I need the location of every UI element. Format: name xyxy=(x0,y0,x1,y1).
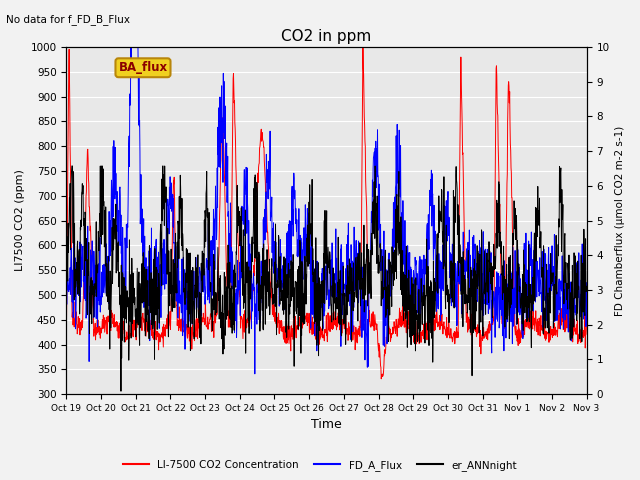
X-axis label: Time: Time xyxy=(311,419,342,432)
Legend: LI-7500 CO2 Concentration, FD_A_Flux, er_ANNnight: LI-7500 CO2 Concentration, FD_A_Flux, er… xyxy=(118,456,522,475)
Text: No data for f_FD_B_Flux: No data for f_FD_B_Flux xyxy=(6,14,131,25)
Text: BA_flux: BA_flux xyxy=(118,61,168,74)
Title: CO2 in ppm: CO2 in ppm xyxy=(282,29,372,44)
Y-axis label: LI7500 CO2 (ppm): LI7500 CO2 (ppm) xyxy=(15,169,25,272)
Y-axis label: FD Chamberflux (μmol CO2 m-2 s-1): FD Chamberflux (μmol CO2 m-2 s-1) xyxy=(615,125,625,316)
